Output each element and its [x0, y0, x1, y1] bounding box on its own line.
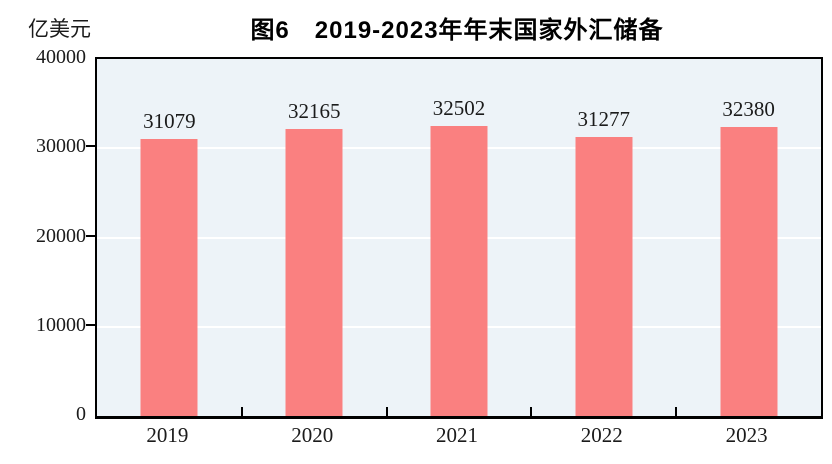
x-axis-tick: [530, 407, 533, 416]
bar-value-label: 32380: [722, 97, 775, 121]
bar-value-label: 31277: [577, 106, 631, 131]
x-category-label: 2019: [146, 423, 189, 447]
x-axis-tick: [675, 407, 678, 416]
bar-value-label: 32165: [287, 98, 341, 123]
y-axis-tick-labels: 0 10000 20000 30000 40000: [0, 47, 86, 424]
x-category-label: 2021: [436, 423, 478, 447]
x-category-label: 2020: [291, 423, 334, 447]
y-tick-label: 10000: [36, 313, 86, 336]
y-axis-tick: [86, 145, 95, 148]
y-tick-label: 40000: [36, 46, 86, 68]
y-axis-tick-marks: [86, 57, 95, 414]
bar: [285, 128, 343, 416]
x-category-label: 2023: [725, 423, 768, 447]
y-tick-label: 0: [76, 403, 86, 425]
bar-value-label: 31079: [143, 108, 196, 133]
y-tick-label: 20000: [36, 224, 86, 247]
bar: [140, 138, 198, 416]
y-tick-label: 30000: [36, 135, 86, 158]
x-axis-tick: [240, 407, 243, 416]
bar: [575, 136, 633, 416]
plot-area: 31079 32165 32502 31277 32380: [95, 57, 823, 419]
y-axis-tick: [86, 234, 95, 237]
bar-value-label: 32502: [432, 95, 486, 120]
x-category-label: 2022: [580, 423, 623, 447]
x-axis-tick: [385, 407, 388, 416]
x-axis-category-labels: 2019 2020 2021 2022 2023: [95, 423, 819, 455]
y-axis-tick: [86, 323, 95, 326]
bar: [430, 125, 488, 416]
y-axis-unit-label: 亿美元: [28, 17, 91, 41]
bar: [720, 127, 778, 416]
chart-title: 图6 2019-2023年年末国家外汇储备: [250, 17, 664, 44]
